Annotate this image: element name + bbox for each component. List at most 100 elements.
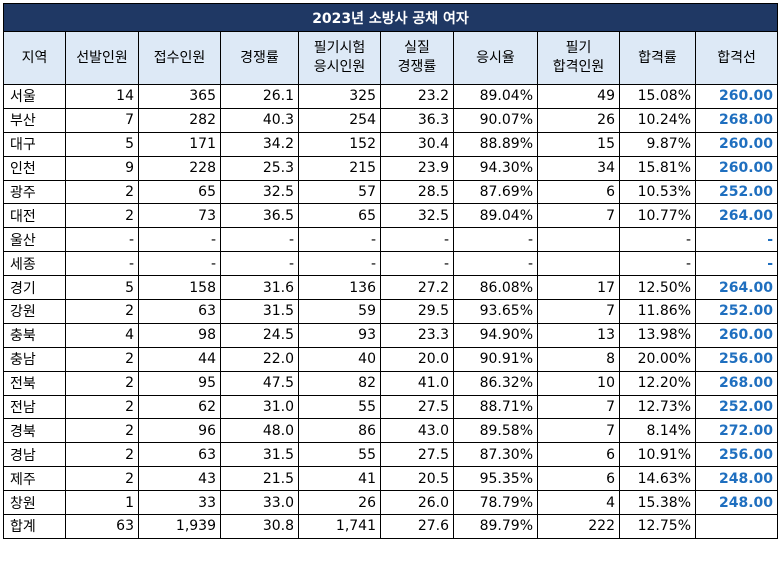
table-cell: 6 (537, 179, 620, 205)
table-cell: 2 (65, 418, 139, 444)
table-cell: 4 (537, 490, 620, 516)
column-header: 선발인원 (65, 31, 139, 85)
table-cell: 24.5 (220, 322, 299, 348)
table-cell: 26.0 (380, 490, 454, 516)
table-row: 대구 5 171 34.2 152 30.4 88.89% 15 9.87% 260.00 (3, 131, 779, 157)
table-cell: - (380, 251, 454, 277)
table-cell: 10.91% (619, 442, 696, 468)
table-cell: 89.04% (453, 84, 538, 109)
table-cell: 93.65% (453, 299, 538, 324)
table-cell: 30.4 (380, 131, 454, 157)
table-row: 전북 2 95 47.5 82 41.0 86.32% 10 12.20% 268.00 (3, 370, 779, 396)
table-cell: 11.86% (619, 299, 696, 324)
table-cell: 40 (298, 346, 381, 372)
table-cell: 86.32% (453, 370, 538, 396)
cutoff-cell: 252.00 (694, 179, 779, 205)
table-cell: 63 (138, 299, 221, 324)
table-cell: 44 (138, 346, 221, 372)
table-row: 충남 2 44 22.0 40 20.0 90.91% 8 20.00% 256.00 (3, 346, 779, 372)
table-cell: 1,939 (138, 514, 221, 539)
table-cell: - (220, 227, 299, 253)
table-cell: 10 (537, 370, 620, 396)
table-cell: - (619, 227, 696, 253)
table-body: 서울 14 365 26.1 325 23.2 89.04% 49 15.08% 260.00 부산… (3, 84, 779, 539)
table-cell (537, 227, 620, 253)
table-cell: 23.9 (380, 155, 454, 181)
region-cell: 제주 (3, 466, 66, 492)
table-cell: - (453, 251, 538, 277)
table-cell: 13.98% (619, 322, 696, 348)
table-cell: 2 (65, 442, 139, 468)
table-cell: 23.2 (380, 84, 454, 109)
cutoff-cell: 256.00 (694, 346, 779, 372)
table-cell: 20.5 (380, 466, 454, 492)
column-header: 합격률 (619, 31, 696, 85)
table-cell: 94.30% (453, 155, 538, 181)
table-cell: 15.38% (619, 490, 696, 516)
column-header: 접수인원 (138, 31, 221, 85)
table-cell: 86 (298, 418, 381, 444)
total-row: 합계 63 1,939 30.8 1,741 27.6 89.79% 222 12.75% (3, 514, 779, 539)
region-cell: 합계 (3, 514, 66, 539)
table-cell: - (453, 227, 538, 253)
table-cell: 59 (298, 299, 381, 324)
table-cell: 41 (298, 466, 381, 492)
table-cell: 171 (138, 131, 221, 157)
table-cell: 87.30% (453, 442, 538, 468)
table-cell: 228 (138, 155, 221, 181)
table-cell: 7 (537, 418, 620, 444)
column-header: 필기 합격인원 (537, 31, 620, 85)
cutoff-cell: 252.00 (694, 394, 779, 420)
table-cell: 31.6 (220, 275, 299, 301)
table-row: 울산 - - - - - - - - (3, 227, 779, 253)
table-cell: 26 (537, 107, 620, 133)
table-cell: - (298, 227, 381, 253)
region-cell: 전남 (3, 394, 66, 420)
table-cell: 36.5 (220, 203, 299, 229)
table-cell: 1,741 (298, 514, 381, 539)
table-cell: 12.73% (619, 394, 696, 420)
cutoff-cell: 260.00 (694, 322, 779, 348)
cutoff-cell: 264.00 (694, 275, 779, 301)
region-cell: 전북 (3, 370, 66, 396)
column-header: 지역 (3, 31, 66, 85)
table-cell: 88.71% (453, 394, 538, 420)
region-cell: 인천 (3, 155, 66, 181)
table-cell: 2 (65, 203, 139, 229)
table-cell: 32.5 (220, 179, 299, 205)
table-cell: 87.69% (453, 179, 538, 205)
table-cell: - (380, 227, 454, 253)
table-cell: - (138, 251, 221, 277)
table-cell: 27.6 (380, 514, 454, 539)
table-cell: 22.0 (220, 346, 299, 372)
table-row: 경남 2 63 31.5 55 27.5 87.30% 6 10.91% 256.00 (3, 442, 779, 468)
table-row: 경기 5 158 31.6 136 27.2 86.08% 17 12.50% 264.00 (3, 275, 779, 301)
region-cell: 대전 (3, 203, 66, 229)
table-row: 부산 7 282 40.3 254 36.3 90.07% 26 10.24% 268.00 (3, 107, 779, 133)
table-cell: 90.91% (453, 346, 538, 372)
region-cell: 대구 (3, 131, 66, 157)
table-cell: 23.3 (380, 322, 454, 348)
cutoff-cell: 248.00 (694, 490, 779, 516)
table-cell: 1 (65, 490, 139, 516)
table-cell: 6 (537, 466, 620, 492)
table-cell: 215 (298, 155, 381, 181)
cutoff-cell: 268.00 (694, 107, 779, 133)
table-cell: 55 (298, 394, 381, 420)
table-cell: 365 (138, 84, 221, 109)
table-cell: 222 (537, 514, 620, 539)
region-cell: 서울 (3, 84, 66, 109)
table-cell: 15 (537, 131, 620, 157)
table-cell: 26 (298, 490, 381, 516)
table-cell: 6 (537, 442, 620, 468)
table-cell: 34 (537, 155, 620, 181)
table-cell: 34.2 (220, 131, 299, 157)
table-cell: 12.75% (619, 514, 696, 539)
region-cell: 경북 (3, 418, 66, 444)
table-cell: 10.77% (619, 203, 696, 229)
table-cell: 14.63% (619, 466, 696, 492)
cutoff-cell: - (694, 227, 779, 253)
column-header: 응시율 (453, 31, 538, 85)
table-cell: 2 (65, 394, 139, 420)
region-cell: 창원 (3, 490, 66, 516)
